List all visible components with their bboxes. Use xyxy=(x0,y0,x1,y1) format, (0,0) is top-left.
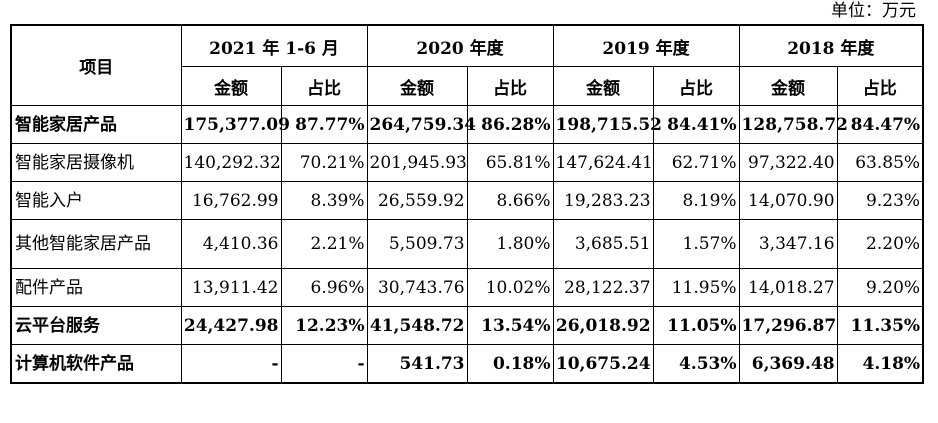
amount-cell: 28,122.37 xyxy=(552,268,654,307)
amount-cell: 13,911.42 xyxy=(180,268,282,307)
amount-cell: 10,675.24 xyxy=(552,344,654,384)
ratio-cell: 8.66% xyxy=(466,181,554,220)
amount-cell: 30,743.76 xyxy=(366,268,468,307)
ratio-cell: 9.20% xyxy=(836,268,924,307)
ratio-cell: 1.80% xyxy=(466,219,554,269)
row-name: 智能家居摄像机 xyxy=(10,143,182,182)
ratio-cell: - xyxy=(280,344,368,384)
amount-cell: 14,018.27 xyxy=(738,268,838,307)
table-row: 智能入户 16,762.99 8.39% 26,559.92 8.66% 19,283.2… xyxy=(10,181,924,220)
header-period-2020: 2020 年度 xyxy=(366,24,554,67)
amount-cell: 16,762.99 xyxy=(180,181,282,220)
ratio-cell: 11.95% xyxy=(652,268,740,307)
ratio-cell: 6.96% xyxy=(280,268,368,307)
amount-cell: 41,548.72 xyxy=(366,306,468,345)
amount-cell: 264,759.34 xyxy=(366,105,476,144)
table-row: 智能家居摄像机 140,292.32 70.21% 201,945.93 65.81% 1… xyxy=(10,143,924,182)
ratio-cell: 0.18% xyxy=(466,344,554,384)
amount-cell: 24,427.98 xyxy=(180,306,282,345)
header-period-2018: 2018 年度 xyxy=(738,24,924,67)
amount-cell: 97,322.40 xyxy=(738,143,838,182)
ratio-cell: 65.81% xyxy=(466,143,554,182)
ratio-cell: 62.71% xyxy=(652,143,740,182)
ratio-cell: 84.41% xyxy=(652,105,740,144)
ratio-cell: 1.57% xyxy=(652,219,740,269)
row-name: 智能家居产品 xyxy=(10,105,182,144)
revenue-table: 项目 2021 年 1-6 月 2020 年度 2019 年度 2018 年度 … xyxy=(10,24,925,384)
row-name: 其他智能家居产品 xyxy=(10,219,182,269)
amount-cell: 3,347.16 xyxy=(738,219,838,269)
table-row: 其他智能家居产品 4,410.36 2.21% 5,509.73 1.80% 3,685.… xyxy=(10,219,924,269)
header-amount: 金额 xyxy=(552,66,654,106)
amount-cell: 201,945.93 xyxy=(366,143,468,182)
row-name: 配件产品 xyxy=(10,268,182,307)
header-amount: 金额 xyxy=(366,66,468,106)
header-row-periods: 项目 2021 年 1-6 月 2020 年度 2019 年度 2018 年度 xyxy=(10,24,924,106)
header-ratio: 占比 xyxy=(652,66,740,106)
amount-cell: 3,685.51 xyxy=(552,219,654,269)
row-name: 计算机软件产品 xyxy=(10,344,182,384)
header-amount: 金额 xyxy=(738,66,838,106)
amount-cell: 541.73 xyxy=(366,344,468,384)
amount-cell: - xyxy=(180,344,282,384)
ratio-cell: 4.18% xyxy=(836,344,924,384)
header-period-2019: 2019 年度 xyxy=(552,24,740,67)
amount-cell: 140,292.32 xyxy=(180,143,282,182)
table-row: 智能家居产品 175,377.09 87.77% 264,759.34 86.28% 19… xyxy=(10,105,924,144)
amount-cell: 198,715.52 xyxy=(552,105,662,144)
header-amount: 金额 xyxy=(180,66,282,106)
header-item: 项目 xyxy=(10,24,182,106)
row-name: 智能入户 xyxy=(10,181,182,220)
amount-cell: 4,410.36 xyxy=(180,219,282,269)
ratio-cell: 84.47% xyxy=(836,105,924,144)
ratio-cell: 11.35% xyxy=(836,306,924,345)
ratio-cell: 10.02% xyxy=(466,268,554,307)
ratio-cell: 12.23% xyxy=(280,306,368,345)
amount-cell: 175,377.09 xyxy=(180,105,290,144)
amount-cell: 26,018.92 xyxy=(552,306,654,345)
amount-cell: 6,369.48 xyxy=(738,344,838,384)
ratio-cell: 70.21% xyxy=(280,143,368,182)
ratio-cell: 4.53% xyxy=(652,344,740,384)
ratio-cell: 2.21% xyxy=(280,219,368,269)
amount-cell: 26,559.92 xyxy=(366,181,468,220)
row-name: 云平台服务 xyxy=(10,306,182,345)
ratio-cell: 63.85% xyxy=(836,143,924,182)
ratio-cell: 2.20% xyxy=(836,219,924,269)
ratio-cell: 11.05% xyxy=(652,306,740,345)
header-ratio: 占比 xyxy=(836,66,924,106)
amount-cell: 147,624.41 xyxy=(552,143,654,182)
table-row: 计算机软件产品 - -541.73 0.18% 10,675.24 4.53% 6,369.… xyxy=(10,344,924,384)
ratio-cell: 87.77% xyxy=(280,105,368,144)
amount-cell: 5,509.73 xyxy=(366,219,468,269)
amount-cell: 19,283.23 xyxy=(552,181,654,220)
ratio-cell: 13.54% xyxy=(466,306,554,345)
header-period-2021h1: 2021 年 1-6 月 xyxy=(180,24,368,67)
ratio-cell: 8.39% xyxy=(280,181,368,220)
header-row-metrics: 金额 占比 金额 占比 金额 占比 金额 占比 xyxy=(11,66,924,106)
amount-cell: 128,758.72 xyxy=(738,105,848,144)
unit-label: 单位：万元 xyxy=(831,1,916,21)
ratio-cell: 86.28% xyxy=(466,105,554,144)
table-row: 配件产品 13,911.42 6.96% 30,743.76 10.02% 28,122.… xyxy=(10,268,924,307)
amount-cell: 14,070.90 xyxy=(738,181,838,220)
ratio-cell: 9.23% xyxy=(836,181,924,220)
ratio-cell: 8.19% xyxy=(652,181,740,220)
header-ratio: 占比 xyxy=(280,66,368,106)
table-row: 云平台服务 24,427.98 12.23% 41,548.72 13.54% 26,01… xyxy=(10,306,924,345)
amount-cell: 17,296.87 xyxy=(738,306,838,345)
header-ratio: 占比 xyxy=(466,66,554,106)
